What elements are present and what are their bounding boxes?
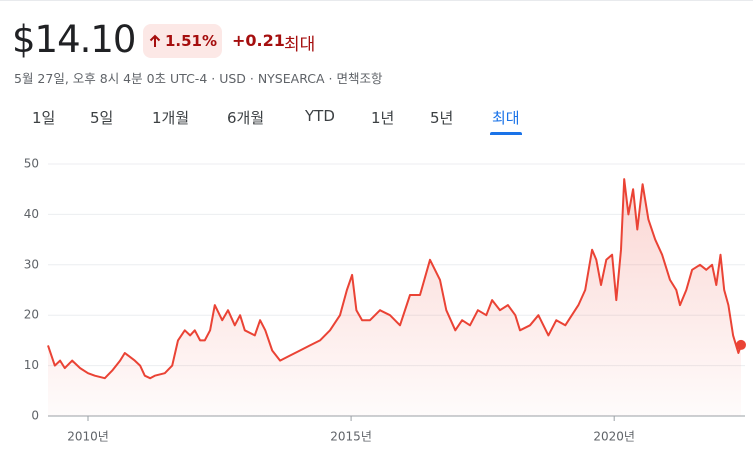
y-tick-label: 40 <box>24 207 39 221</box>
range-tab[interactable]: 1개월 <box>152 109 190 127</box>
x-tick-label: 2015년 <box>330 430 372 444</box>
y-tick-label: 0 <box>31 409 39 423</box>
range-tab[interactable]: 1일 <box>32 109 56 127</box>
change-percent: 1.51% <box>164 32 218 50</box>
range-tab[interactable]: 5일 <box>90 109 114 127</box>
last-price-dot <box>736 339 746 350</box>
range-tab[interactable]: 최대 <box>492 109 520 127</box>
active-tab-indicator <box>490 132 522 135</box>
divider <box>0 0 753 1</box>
y-tick-label: 20 <box>24 308 39 322</box>
area-fill <box>48 179 741 416</box>
y-tick-label: 30 <box>24 257 39 271</box>
range-tab[interactable]: 5년 <box>430 109 454 127</box>
range-tab[interactable]: YTD <box>305 107 335 125</box>
quote-meta: 5월 27일, 오후 8시 4분 0초 UTC-4 · USD · NYSEAR… <box>14 71 383 86</box>
change-period: 최대 <box>284 35 316 55</box>
x-tick-label: 2020년 <box>593 430 635 444</box>
price: $14.10 <box>12 18 136 61</box>
x-tick-label: 2010년 <box>67 430 109 444</box>
up-arrow-icon <box>149 34 161 47</box>
range-tab[interactable]: 1년 <box>371 109 395 127</box>
change-value: +0.21 <box>232 31 285 50</box>
y-tick-label: 10 <box>24 358 39 372</box>
range-tab[interactable]: 6개월 <box>227 109 265 127</box>
y-tick-label: 50 <box>24 157 39 171</box>
change-badge: 1.51% <box>143 24 222 58</box>
price-line <box>47 178 742 380</box>
